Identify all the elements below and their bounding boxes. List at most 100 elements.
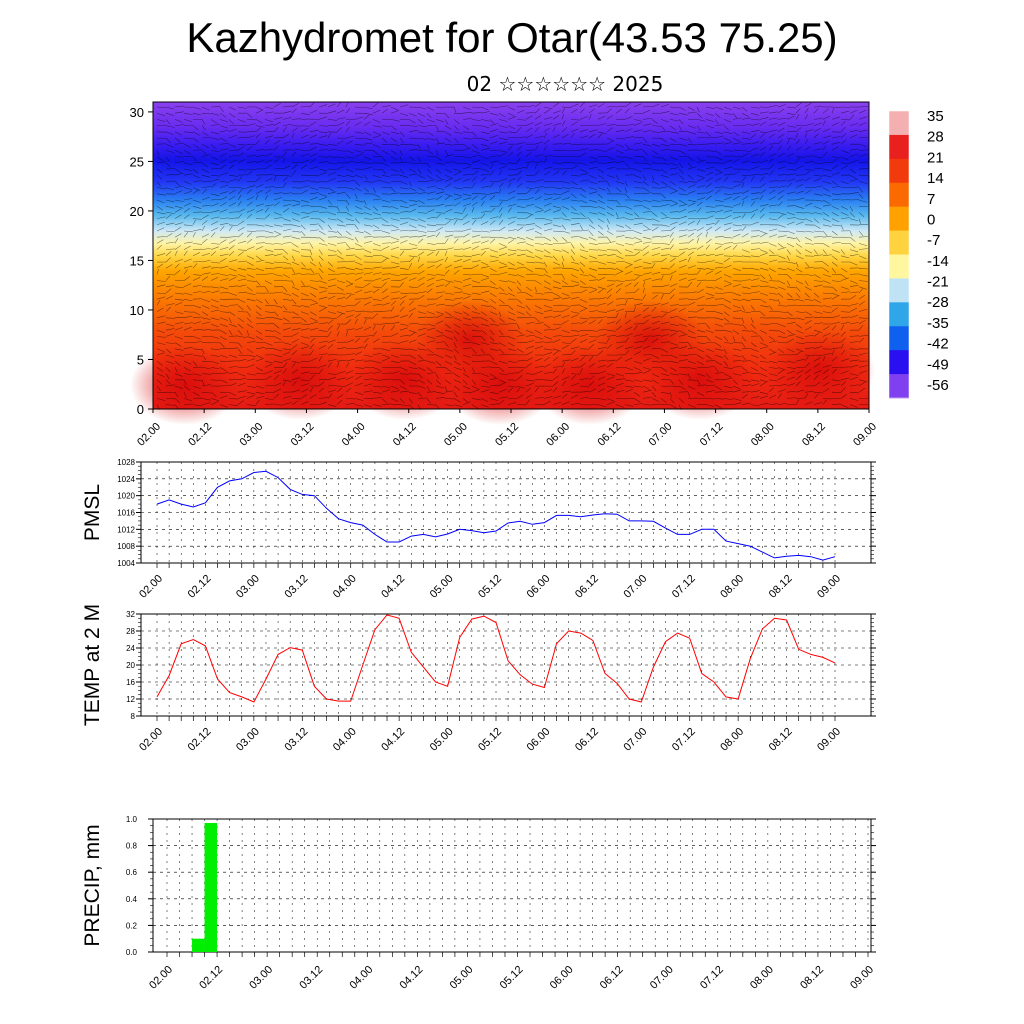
wind-barb xyxy=(669,354,678,359)
wind-barb xyxy=(183,181,192,185)
wind-barb xyxy=(525,122,534,126)
wind-barb xyxy=(336,109,345,114)
wind-barb xyxy=(858,301,866,306)
wind-barb xyxy=(606,309,616,312)
x-tick-label: 04.00 xyxy=(340,421,368,449)
wind-barb xyxy=(714,292,724,295)
wind-barb xyxy=(174,348,184,351)
wind-barb xyxy=(624,108,630,114)
wind-barb xyxy=(354,153,363,157)
wind-barb xyxy=(723,342,733,344)
wind-barb xyxy=(471,241,481,244)
wind-barb xyxy=(732,131,740,137)
wind-barb xyxy=(480,329,487,335)
wind-barb xyxy=(390,266,400,269)
wind-barb xyxy=(840,162,850,164)
wind-barb xyxy=(624,297,634,300)
wind-barb xyxy=(336,387,343,393)
wind-barb xyxy=(363,301,371,306)
wind-barb xyxy=(489,207,496,213)
wind-barb xyxy=(183,283,192,288)
wind-barb xyxy=(786,178,796,182)
wind-barb xyxy=(507,286,513,292)
wind-barb xyxy=(543,145,548,151)
wind-barb xyxy=(282,151,288,157)
wind-barb xyxy=(408,323,418,325)
wind-barb xyxy=(543,132,548,139)
wind-barb xyxy=(552,292,560,297)
wind-barb xyxy=(714,189,721,195)
pmsl-x-tick-label: 05.00 xyxy=(428,573,456,601)
temp-y-tick-label: 28 xyxy=(126,627,135,636)
wind-barb xyxy=(786,212,795,216)
wind-barb xyxy=(615,143,624,148)
wind-barb xyxy=(696,269,701,275)
wind-barb xyxy=(714,177,722,182)
wind-barb xyxy=(336,101,342,108)
wind-barb xyxy=(840,305,850,307)
wind-barb xyxy=(282,117,292,120)
wind-barb xyxy=(354,313,361,319)
wind-barb xyxy=(588,181,598,185)
wind-barb xyxy=(471,280,481,284)
wind-barb xyxy=(660,119,669,123)
wind-barb xyxy=(732,365,742,368)
section-hotspot xyxy=(130,345,240,425)
wind-barb xyxy=(237,390,247,393)
wind-barb xyxy=(714,348,724,351)
wind-barb xyxy=(336,224,346,227)
wind-barb xyxy=(498,317,505,323)
wind-barb xyxy=(642,314,651,319)
wind-barb xyxy=(318,368,324,374)
wind-barb xyxy=(858,337,865,343)
wind-barb xyxy=(210,216,220,219)
wind-barb xyxy=(273,375,279,380)
wind-barb xyxy=(822,212,830,217)
wind-barb xyxy=(669,156,678,161)
wind-barb xyxy=(822,364,832,368)
wind-barb xyxy=(399,327,409,331)
wind-barb xyxy=(291,243,299,248)
wind-barb xyxy=(633,303,643,306)
wind-barb xyxy=(228,211,238,213)
wind-barb xyxy=(840,255,850,259)
wind-barb xyxy=(462,330,467,336)
wind-barb xyxy=(534,357,543,362)
wind-barb xyxy=(489,192,499,195)
wind-barb xyxy=(669,211,679,213)
wind-barb xyxy=(642,143,652,147)
wind-barb xyxy=(849,192,859,195)
wind-barb xyxy=(633,265,643,269)
wind-barb xyxy=(291,181,301,183)
wind-barb xyxy=(606,147,615,151)
wind-barb xyxy=(480,210,490,213)
wind-barb xyxy=(633,205,643,207)
wind-barb xyxy=(543,261,548,268)
wind-barb xyxy=(264,111,274,114)
wind-barb xyxy=(804,354,814,356)
wind-barb xyxy=(858,106,868,108)
wind-barb xyxy=(570,296,580,300)
wind-barb xyxy=(606,187,611,193)
wind-barb xyxy=(534,336,543,340)
wind-barb xyxy=(678,119,684,125)
wind-barb xyxy=(282,124,292,126)
wind-barb xyxy=(651,286,661,288)
wind-barb xyxy=(246,267,256,270)
wind-barb xyxy=(228,330,233,336)
wind-barb xyxy=(363,267,373,270)
wind-barb xyxy=(516,176,522,182)
wind-barb xyxy=(246,170,253,176)
wind-barb xyxy=(291,322,301,325)
wind-barb xyxy=(336,206,340,212)
wind-barb xyxy=(255,184,264,188)
wind-barb xyxy=(534,115,542,120)
wind-barb xyxy=(534,160,544,164)
wind-barb xyxy=(471,342,481,346)
wind-barb xyxy=(795,350,803,356)
wind-barb xyxy=(282,286,288,292)
wind-barb xyxy=(462,277,472,281)
wind-barb xyxy=(228,119,234,125)
wind-barb xyxy=(633,314,642,319)
colorbar-swatch xyxy=(889,254,909,279)
